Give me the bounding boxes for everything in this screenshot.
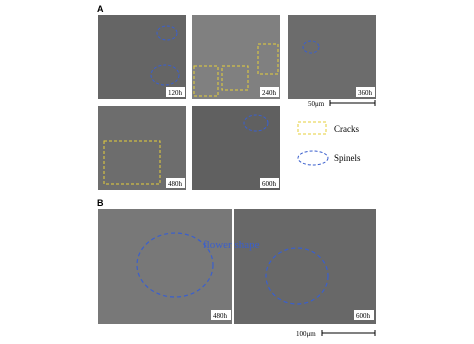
- legend-swatch: [297, 150, 329, 166]
- legend-label: Spinels: [334, 153, 361, 163]
- label-box: [354, 310, 374, 320]
- label-box: [260, 178, 279, 188]
- time-label: 240h: [262, 89, 277, 97]
- sem-images: [98, 15, 376, 190]
- annotations: [103, 25, 320, 185]
- time-label: 600h: [262, 180, 277, 188]
- time-label: 480h: [168, 180, 183, 188]
- sem-image: [234, 209, 376, 324]
- label-box: [166, 178, 185, 188]
- panel-label: B: [97, 198, 104, 208]
- legend-label: Cracks: [334, 124, 359, 134]
- scale-label: 50μm: [308, 100, 325, 108]
- crack-mark: [193, 65, 219, 97]
- sem-image: [192, 106, 280, 190]
- spinel-mark: [302, 40, 320, 54]
- time-label: 120h: [168, 89, 183, 97]
- crack-mark: [221, 65, 249, 91]
- sem-image: [192, 15, 280, 99]
- label-box: [260, 87, 279, 97]
- time-label: 600h: [356, 312, 371, 320]
- label-box: [166, 87, 185, 97]
- spinel-mark: [156, 25, 178, 41]
- spinel-mark: [150, 64, 180, 86]
- scale-label: 100μm: [296, 330, 316, 338]
- sem-image: [98, 209, 232, 324]
- label-box: [211, 310, 231, 320]
- flower-mark: [136, 232, 214, 298]
- annotation: flower shape: [203, 239, 260, 251]
- label-box: [356, 87, 375, 97]
- sem-image: [288, 15, 376, 99]
- sem-image: [98, 106, 186, 190]
- crack-mark: [257, 43, 279, 75]
- time-label: 480h: [213, 312, 228, 320]
- panel-label: A: [97, 4, 104, 14]
- sem-image: [98, 15, 186, 99]
- time-labels: 120h 240h 360h 480h 600h: [166, 87, 375, 188]
- flower-mark: [265, 247, 329, 305]
- crack-mark: [103, 140, 161, 185]
- legend-swatch: [297, 121, 327, 135]
- spinel-mark: [243, 114, 269, 132]
- time-label: 360h: [358, 89, 373, 97]
